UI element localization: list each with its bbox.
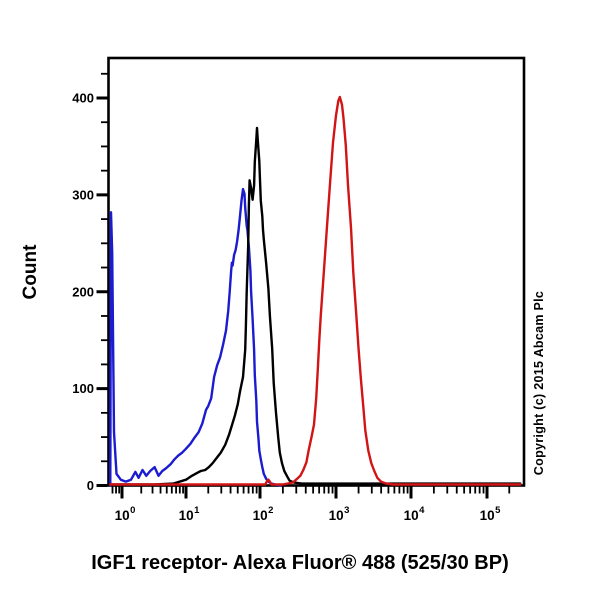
x-tick-label: 103	[329, 505, 350, 523]
x-tick-label: 101	[179, 505, 201, 523]
x-tick-label: 104	[404, 505, 426, 523]
y-tick-label: 0	[87, 478, 94, 493]
histogram-curve-blue-histogram	[109, 187, 282, 487]
figure-caption: IGF1 receptor- Alexa Fluor® 488 (525/30 …	[91, 552, 509, 574]
y-tick-label: 100	[72, 381, 94, 396]
y-tick-label: 300	[72, 187, 94, 202]
y-axis-title: Count	[20, 244, 41, 300]
x-tick-label: 105	[480, 505, 502, 523]
x-tick-label: 102	[253, 505, 274, 523]
histogram-curve-black-histogram	[109, 126, 522, 486]
y-tick-label: 400	[72, 91, 94, 106]
copyright-text: Copyright (c) 2015 Abcam Plc	[532, 290, 546, 476]
histogram-curve-red-histogram	[109, 95, 522, 486]
y-tick-label: 200	[72, 284, 94, 299]
x-tick-label: 100	[115, 505, 136, 523]
plot-frame	[107, 56, 526, 487]
